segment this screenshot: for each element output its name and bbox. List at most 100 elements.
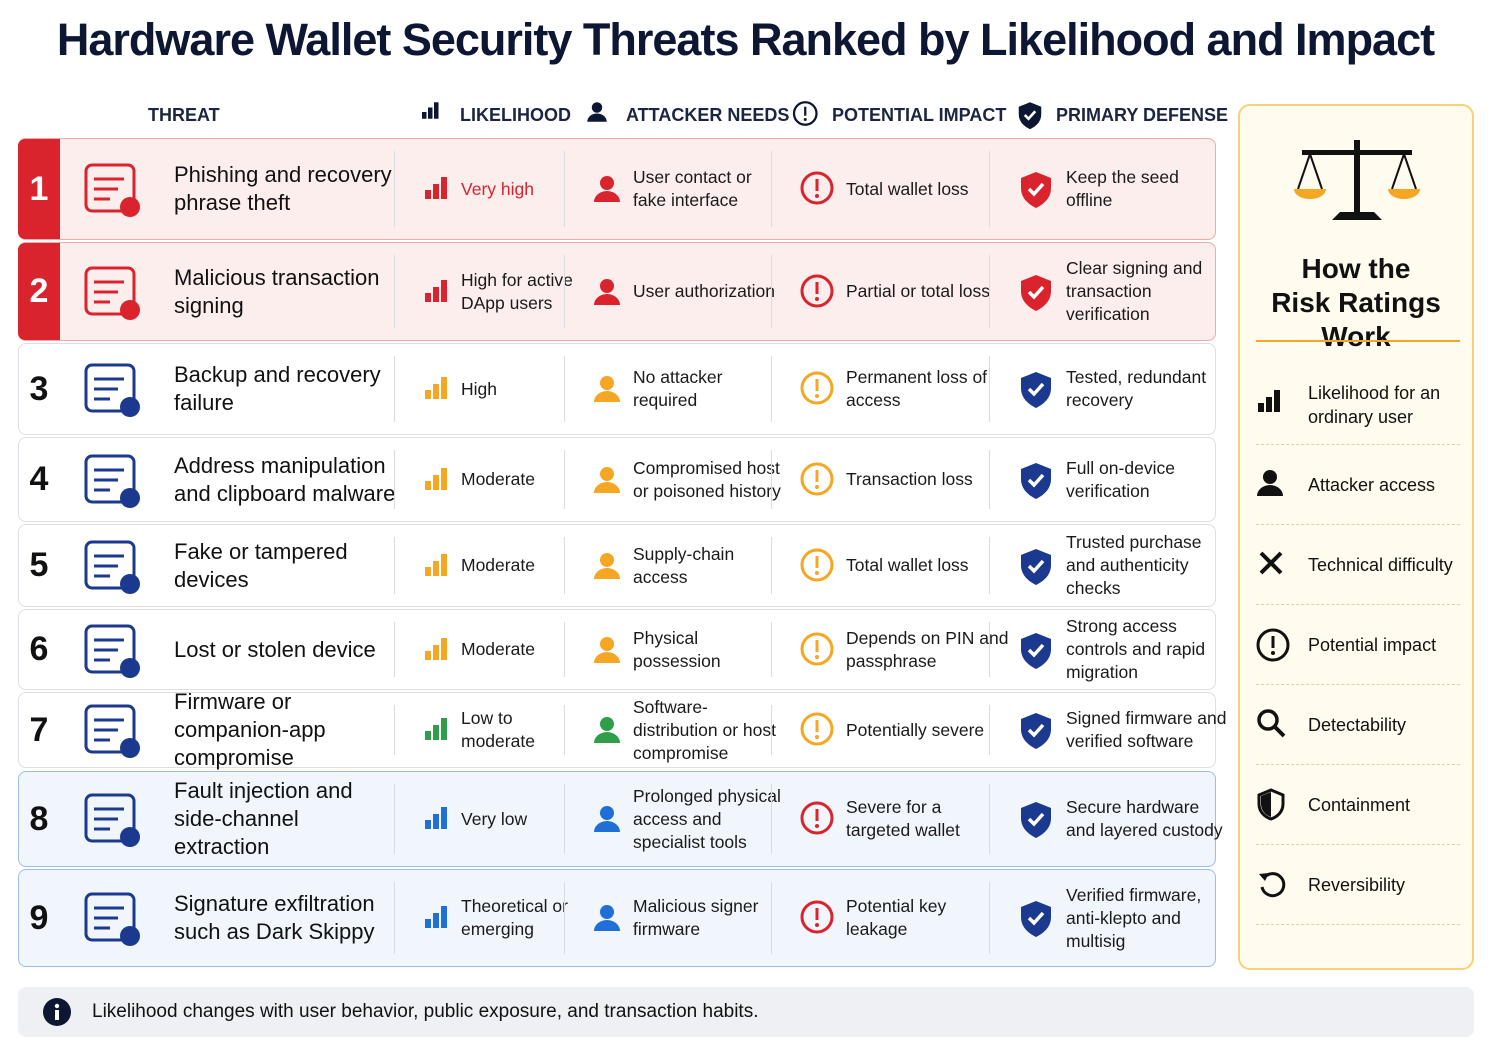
icon-part [815,379,819,391]
icon-part [594,920,620,931]
column-separator [564,882,565,954]
column-separator [564,537,565,594]
threat-cell: Lost or stolen device [174,610,400,689]
column-separator [989,356,990,422]
icon-part [800,801,834,835]
likelihood: High for active DApp users [461,269,573,313]
icon-part [1257,470,1283,496]
likelihood-icon-wrap [423,904,449,932]
likelihood-icon-wrap [423,636,449,664]
icon-part [800,712,834,746]
icon-part [1027,911,1045,926]
column-separator [989,537,990,594]
icon-part [600,278,614,293]
likelihood-icon-wrap [423,175,449,203]
attacker-needs: User contact or fake interface [633,167,752,210]
icon-part [594,567,620,579]
icon-part [120,657,140,678]
icon-part [800,900,834,934]
attacker_needs-icon-wrap [593,903,621,933]
icon-part [1261,792,1271,817]
defense-cell: Full on-device verification [1004,438,1230,521]
icon-part [815,639,819,652]
likelihood-cell: Very high [409,139,583,239]
threat-row: 3 Backup and recovery failure High No attac… [18,343,1216,435]
impact-cell: Potentially severe [786,693,1010,767]
icon-part [594,821,620,832]
icon-part [800,171,834,205]
threat-icon-wrap [80,787,144,851]
icon-part [1023,110,1037,121]
icon-part [1388,189,1420,199]
threat: Malicious transaction signing [174,264,380,318]
impact: Potentially severe [846,719,985,740]
rating-text: Containment [1308,795,1411,815]
defense-cell: Trusted purchase and authenticity checks [1004,525,1230,606]
defense-icon-wrap [1018,273,1054,311]
column-separator [989,882,990,954]
icon-part [84,454,136,503]
icon-part [792,101,818,126]
icon-part [84,892,140,946]
rating-text: Technical difficulty [1308,555,1453,575]
icon-part [792,101,818,126]
defense: Tested, redundant recovery [1066,367,1207,410]
likelihood-icon-wrap [423,278,449,306]
icon-part [120,738,140,758]
likelihood: Moderate [461,555,535,575]
icon-part [422,112,427,119]
header-icon-wrap [792,101,820,130]
icon-part [425,279,447,302]
threat-icon-wrap [80,618,144,682]
column-separator [394,784,395,854]
icon-part [441,718,447,740]
rating-icon-wrap [1256,548,1290,582]
icon-part [800,900,834,934]
attacker-needs: No attacker required [633,367,723,410]
icon-part [815,194,819,198]
icon-part [1257,709,1286,738]
defense-icon-wrap [1018,461,1054,499]
icon-part [425,637,447,660]
icon-part [84,793,136,843]
threat-cell: Firmware or companion-app compromise [174,689,400,770]
rank-cell: 6 [18,610,60,689]
note-text: Likelihood changes with user behavior, p… [92,1001,759,1022]
icon-part [425,553,447,576]
impact-icon-wrap [800,801,834,837]
threat-icon-cell [77,525,147,606]
impact: Potential key leakage [846,896,947,939]
rank: 3 [29,369,49,408]
icon-part [84,266,140,320]
defense-icon-wrap [1018,370,1054,408]
attacker-needs-cell: Software-distribution or host compromise [579,693,789,767]
icon-part [1021,632,1051,669]
likelihood-cell: Theoretical or emerging [409,870,583,966]
attacker-needs: Supply-chain access [633,543,735,587]
icon-part [594,552,620,579]
threat-row: 8 Fault injection and side-channel extrac… [18,771,1223,867]
attacker-needs: Compromised host or poisoned history [633,457,781,501]
icon-part [815,923,819,927]
threat-cell: Signature exfiltration such as Dark Skip… [174,870,400,966]
column-header: LIKELIHOOD [416,102,571,128]
icon-part [1302,150,1412,155]
icon-part [600,806,614,820]
rank: 7 [29,710,49,749]
icon-part [84,540,140,594]
icon-part [1256,628,1290,662]
rank: 2 [29,272,49,310]
likelihood-cell: Moderate [409,438,583,521]
defense-icon-wrap [1018,547,1054,585]
icon-part [815,469,819,482]
icon-part [441,553,447,576]
icon-part [425,377,447,399]
icon-part [425,919,431,928]
impact-cell: Potential key leakage [786,870,1010,966]
icon-part [594,651,620,663]
icon-part [594,732,620,743]
icon-part [600,636,614,651]
rank-cell: 3 [18,344,60,434]
attacker-needs: Physical possession [633,627,721,671]
icon-part [800,171,834,205]
